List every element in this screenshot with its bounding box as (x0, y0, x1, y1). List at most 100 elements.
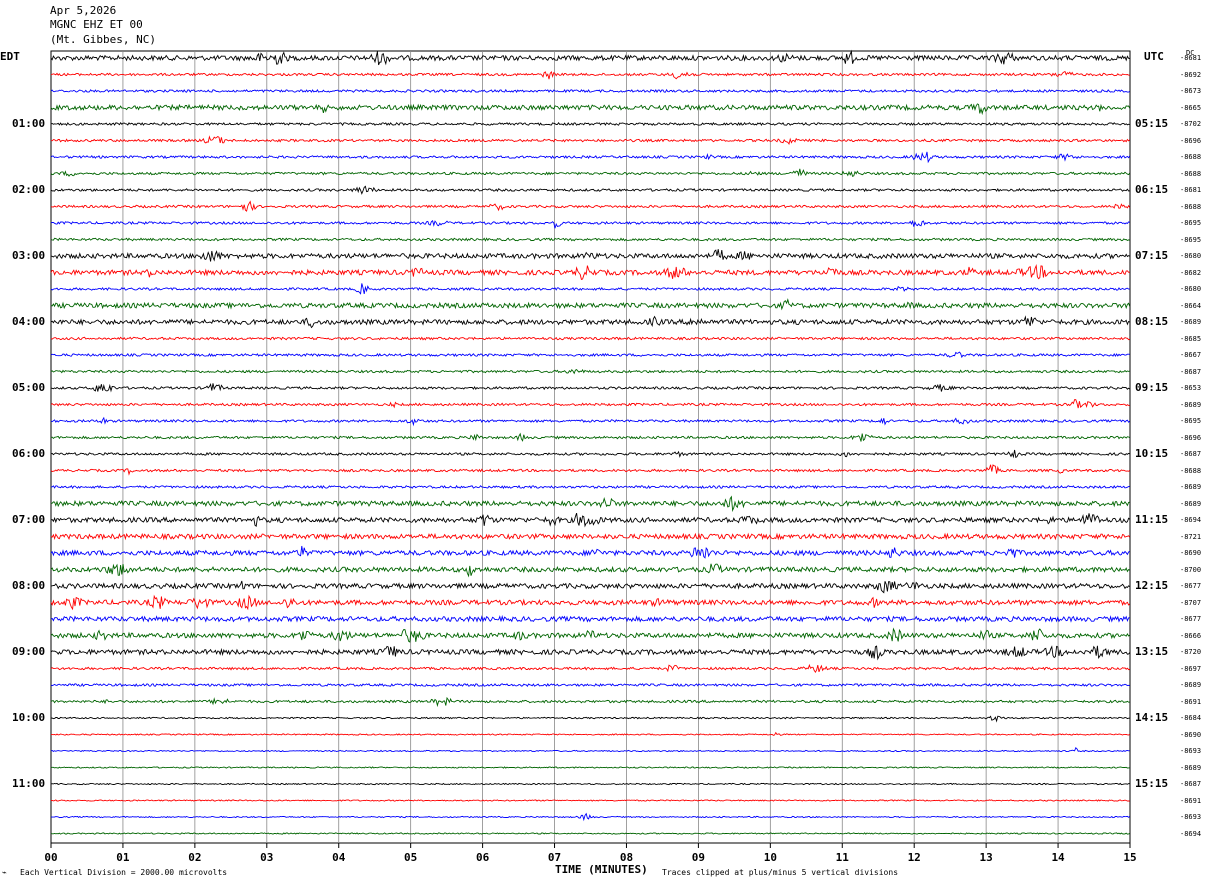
right-hour-label: 14:15 (1135, 711, 1169, 724)
dc-offset-label: -8689 (1180, 318, 1202, 326)
seismic-trace (50, 580, 1131, 594)
right-hour-label: 09:15 (1135, 381, 1169, 394)
seismic-trace (50, 135, 1131, 146)
x-tick-label: 11 (836, 851, 850, 864)
x-tick-label: 01 (116, 851, 130, 864)
seismic-trace (50, 731, 1131, 736)
dc-offset-label: -8695 (1180, 235, 1202, 244)
x-tick-label: 10 (764, 851, 777, 864)
dc-offset-label: -8697 (1180, 664, 1202, 673)
dc-offset-label: -8691 (1180, 796, 1202, 805)
seismic-trace (50, 237, 1130, 242)
dc-offset-label: -8696 (1180, 136, 1202, 145)
station-label: MGNC EHZ ET 00 (50, 18, 143, 31)
seismic-trace (50, 532, 1131, 541)
x-tick-label: 07 (548, 851, 561, 864)
dc-offset-label: -8702 (1180, 120, 1202, 128)
seismic-trace (50, 185, 1130, 195)
dc-offset-label: -8680 (1180, 285, 1202, 293)
dc-header-label: DC (1186, 49, 1195, 57)
dc-offset-label: -8664 (1180, 301, 1202, 310)
seismic-trace (50, 200, 1131, 212)
dc-offset-label: -8688 (1180, 153, 1202, 161)
left-hour-label: 05:00 (12, 381, 46, 394)
x-tick-label: 13 (980, 851, 993, 864)
seismic-trace (50, 103, 1131, 116)
seismic-trace (50, 416, 1131, 427)
seismic-trace (50, 382, 1131, 393)
right-timezone-label: UTC (1144, 50, 1164, 63)
seismic-trace (50, 545, 1131, 559)
dc-offset-label: -8673 (1180, 87, 1202, 95)
dc-offset-label: -8690 (1180, 549, 1202, 557)
seismic-trace (50, 88, 1131, 94)
location-label: (Mt. Gibbes, NC) (50, 33, 156, 46)
traces (50, 49, 1131, 835)
seismic-trace (50, 594, 1131, 611)
dc-offset-label: -8690 (1180, 730, 1202, 739)
dc-offset-label: -8681 (1180, 54, 1202, 62)
seismic-trace (50, 696, 1130, 708)
dc-offset-label: -8693 (1180, 747, 1202, 755)
left-hour-label: 01:00 (12, 117, 46, 130)
seismic-trace (50, 812, 1131, 822)
right-hour-label: 11:15 (1135, 513, 1169, 526)
seismic-trace (50, 766, 1130, 769)
dc-offset-label: -8667 (1180, 351, 1202, 359)
seismic-trace (50, 263, 1130, 280)
x-tick-label: 08 (620, 851, 633, 864)
seismic-trace (50, 49, 1130, 66)
dc-offset-label: -8677 (1180, 615, 1202, 623)
grid (50, 50, 1131, 844)
right-hour-label: 06:15 (1135, 183, 1169, 196)
seismic-trace (50, 747, 1130, 753)
seismic-trace (50, 283, 1130, 295)
seismic-trace (50, 495, 1130, 513)
dc-offset-label: -8680 (1180, 252, 1202, 260)
right-hour-label: 15:15 (1135, 777, 1169, 790)
seismic-trace (50, 464, 1131, 476)
dc-offset-label: -8695 (1180, 219, 1202, 227)
dc-offset-label: -8687 (1180, 780, 1202, 788)
dc-offset-label: -8694 (1180, 829, 1202, 838)
seismic-trace (50, 782, 1130, 786)
dc-offset-label: -8685 (1180, 334, 1202, 343)
x-tick-label: 05 (404, 851, 417, 864)
seismic-trace (50, 121, 1130, 127)
left-hour-label: 09:00 (12, 645, 46, 658)
seismic-trace (50, 151, 1131, 164)
dc-offset-label: -8677 (1180, 582, 1202, 590)
dc-offset-label: -8695 (1180, 417, 1202, 425)
dc-offset-label: -8689 (1180, 681, 1202, 689)
seismic-trace (50, 715, 1130, 723)
dc-offset-label: -8689 (1180, 763, 1202, 772)
x-axis-label: TIME (MINUTES) (555, 863, 648, 876)
dc-offset-label: -8707 (1180, 598, 1202, 607)
seismic-trace (50, 512, 1131, 528)
seismic-trace (50, 663, 1130, 674)
logo-mark: ⌁ (2, 868, 7, 877)
right-hour-label: 12:15 (1135, 579, 1169, 592)
footer-clip-note: Traces clipped at plus/minus 5 vertical … (662, 868, 899, 877)
x-tick-label: 14 (1051, 851, 1065, 864)
seismic-trace (50, 336, 1130, 341)
right-hour-label: 13:15 (1135, 645, 1169, 658)
dc-offset-label: -8691 (1180, 697, 1202, 706)
dc-offset-label: -8692 (1180, 70, 1202, 79)
x-tick-label: 12 (908, 851, 921, 864)
left-hour-label: 02:00 (12, 183, 46, 196)
dc-offset-label: -8653 (1180, 384, 1202, 392)
x-tick-label: 09 (692, 851, 705, 864)
right-hour-label: 07:15 (1135, 249, 1169, 262)
dc-offset-label: -8694 (1180, 516, 1202, 524)
dc-offset-label: -8720 (1180, 648, 1202, 656)
x-tick-label: 00 (44, 851, 57, 864)
seismic-trace (50, 249, 1131, 262)
seismic-trace (50, 484, 1130, 490)
dc-offset-label: -8689 (1180, 483, 1202, 491)
dc-offset-label: -8721 (1180, 532, 1202, 541)
seismic-trace (50, 432, 1131, 442)
footer-scale-note: Each Vertical Division = 2000.00 microvo… (20, 868, 228, 877)
seismic-trace (50, 70, 1130, 80)
dc-offset-label: -8688 (1180, 169, 1202, 178)
